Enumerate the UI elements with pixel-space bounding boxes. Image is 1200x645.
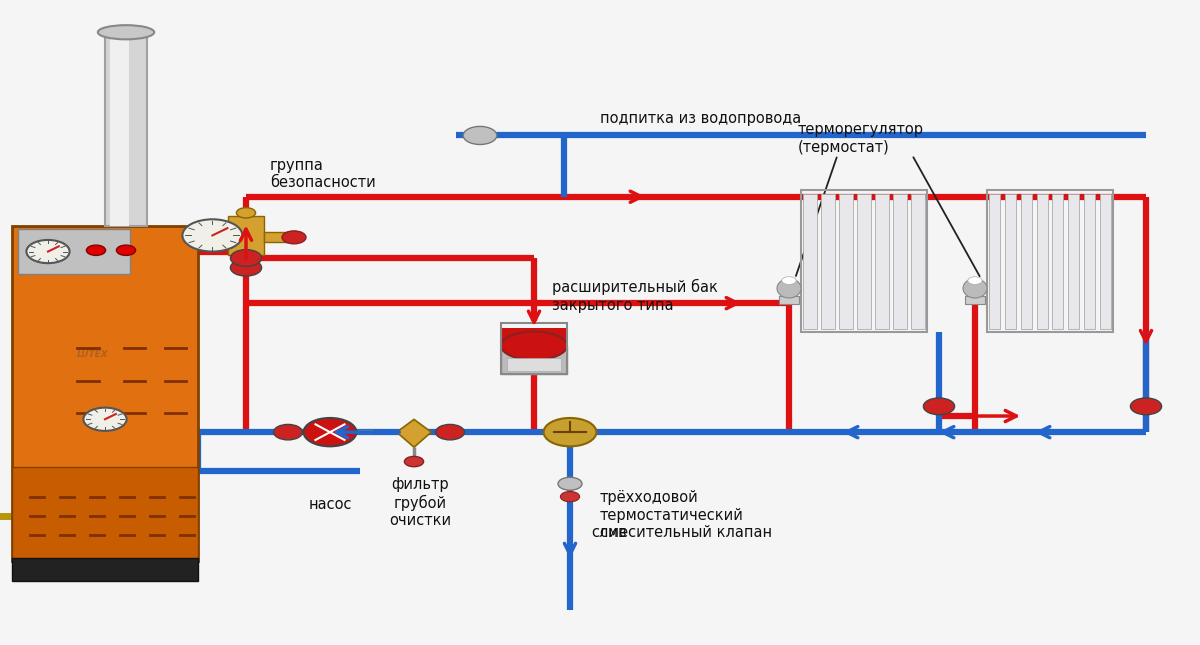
Text: LUTEX: LUTEX	[77, 350, 109, 359]
Bar	[18, 229, 130, 274]
Bar	[502, 346, 568, 374]
Text: группа
безопасности: группа безопасности	[270, 158, 376, 190]
Bar	[12, 467, 198, 561]
Polygon shape	[397, 419, 431, 447]
Circle shape	[560, 491, 580, 502]
Bar	[110, 32, 128, 226]
Text: расширительный бак
закрытого типа: расширительный бак закрытого типа	[552, 279, 718, 313]
Bar	[965, 296, 985, 304]
Bar	[502, 328, 568, 351]
Circle shape	[558, 477, 582, 490]
Bar	[1052, 194, 1063, 329]
Text: подпитка из водопровода: подпитка из водопровода	[600, 111, 802, 126]
Circle shape	[404, 457, 424, 467]
Bar	[1006, 194, 1016, 329]
Bar	[857, 194, 871, 329]
Bar	[802, 190, 928, 332]
Bar	[840, 194, 852, 329]
Circle shape	[116, 245, 136, 255]
Bar	[1037, 194, 1048, 329]
Circle shape	[182, 219, 242, 252]
Ellipse shape	[964, 279, 986, 298]
Bar	[106, 32, 148, 226]
Bar	[986, 190, 1114, 332]
Bar	[228, 216, 264, 255]
Circle shape	[304, 418, 356, 446]
Bar	[1068, 194, 1079, 329]
Ellipse shape	[502, 332, 568, 360]
Circle shape	[924, 398, 955, 415]
Circle shape	[1130, 398, 1162, 415]
Bar	[264, 232, 294, 242]
Circle shape	[436, 424, 464, 440]
Bar	[876, 194, 889, 329]
Bar	[821, 194, 835, 329]
Bar	[893, 194, 907, 329]
Bar	[1099, 194, 1111, 329]
Text: слив: слив	[592, 524, 628, 540]
Circle shape	[86, 245, 106, 255]
Bar	[989, 194, 1001, 329]
Bar	[780, 296, 799, 304]
Ellipse shape	[778, 279, 802, 298]
Bar	[12, 558, 198, 580]
Circle shape	[782, 277, 797, 284]
Circle shape	[26, 240, 70, 263]
Text: насос: насос	[308, 497, 352, 511]
Circle shape	[274, 424, 302, 440]
Circle shape	[967, 277, 983, 284]
Text: фильтр
грубой
очистки: фильтр грубой очистки	[389, 477, 451, 528]
Text: терморегулятор
(термостат): терморегулятор (термостат)	[798, 123, 924, 155]
Circle shape	[282, 231, 306, 244]
Circle shape	[230, 250, 262, 266]
Ellipse shape	[98, 25, 154, 39]
Circle shape	[544, 418, 596, 446]
Text: трёхходовой
термостатический
смесительный клапан: трёхходовой термостатический смесительны…	[600, 490, 772, 540]
Circle shape	[236, 208, 256, 218]
Circle shape	[84, 408, 127, 431]
Bar	[12, 226, 198, 561]
Bar	[804, 194, 817, 329]
Circle shape	[230, 259, 262, 276]
Bar	[508, 358, 562, 371]
Bar	[912, 194, 925, 329]
Bar	[1021, 194, 1032, 329]
Bar	[502, 322, 568, 374]
Circle shape	[463, 126, 497, 144]
Bar	[1084, 194, 1094, 329]
